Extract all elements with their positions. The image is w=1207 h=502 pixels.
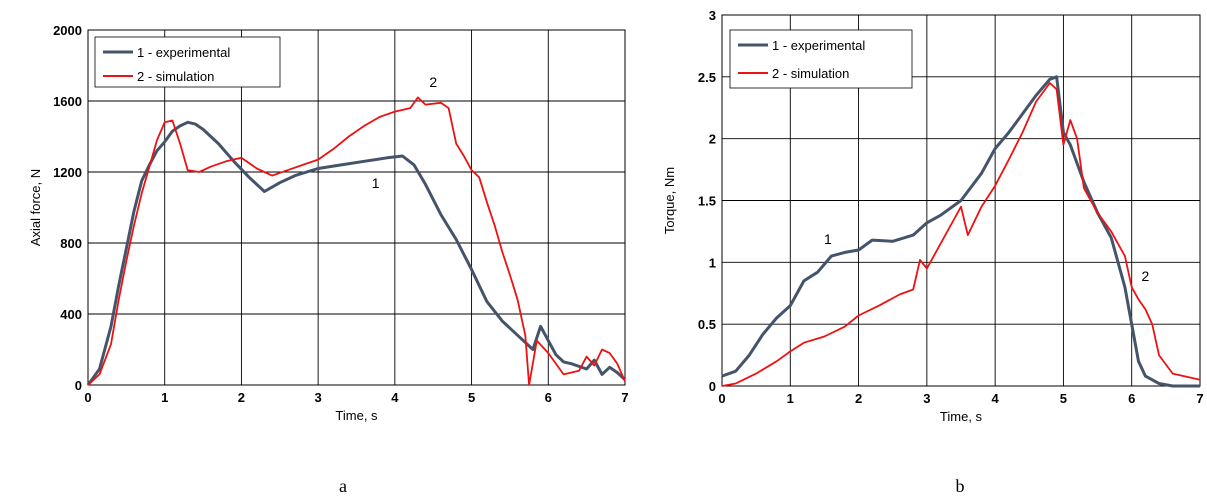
y-tick-label: 1 xyxy=(709,255,716,270)
x-axis-label: Time, s xyxy=(335,408,378,423)
x-tick-label: 3 xyxy=(923,391,930,406)
curve-annotation: 1 xyxy=(372,175,380,191)
x-tick-label: 7 xyxy=(621,390,628,405)
x-tick-label: 5 xyxy=(468,390,475,405)
x-tick-label: 2 xyxy=(855,391,862,406)
legend: 1 - experimental 2 - simulation xyxy=(729,29,913,89)
plot-frame xyxy=(721,14,1201,387)
y-axis-label: Torque, Nm xyxy=(662,167,677,234)
y-tick-label: 3 xyxy=(709,8,716,23)
y-tick-label: 1200 xyxy=(53,165,82,180)
panel-caption: a xyxy=(339,476,347,496)
panel-caption: b xyxy=(956,476,965,496)
x-tick-label: 6 xyxy=(545,390,552,405)
y-tick-label: 2.5 xyxy=(698,70,716,85)
y-tick-label: 0 xyxy=(709,379,716,394)
series-line-1 xyxy=(86,120,627,386)
legend: 1 - experimental 2 - simulation xyxy=(94,36,281,88)
x-tick-label: 4 xyxy=(992,391,1000,406)
y-tick-label: 400 xyxy=(60,307,82,322)
y-tick-label: 0.5 xyxy=(698,317,716,332)
y-tick-label: 2 xyxy=(709,132,716,147)
legend-box xyxy=(94,36,281,88)
legend-box xyxy=(729,29,913,89)
x-tick-label: 1 xyxy=(161,390,168,405)
x-tick-label: 7 xyxy=(1196,391,1203,406)
x-tick-label: 4 xyxy=(391,390,399,405)
x-tick-label: 3 xyxy=(315,390,322,405)
curve-annotation: 1 xyxy=(824,231,832,247)
y-tick-label: 0 xyxy=(75,378,82,393)
y-tick-label: 1.5 xyxy=(698,194,716,209)
curve-annotation: 2 xyxy=(1141,268,1149,284)
chart-b: 0 1 2 3 4 5 6 7 0 0.5 1 1.5 2 2.5 3 Time, s Torque, Nm 1 2… xyxy=(662,8,1204,496)
series-line-2 xyxy=(87,96,626,386)
x-tick-label: 0 xyxy=(718,391,725,406)
x-tick-label: 5 xyxy=(1060,391,1067,406)
x-axis-label: Time, s xyxy=(940,409,983,424)
series-line-2 xyxy=(721,82,1201,387)
series-line-1 xyxy=(721,75,1200,388)
curve-annotation: 2 xyxy=(429,74,437,90)
y-tick-label: 1600 xyxy=(53,94,82,109)
chart-a: 0 1 2 3 4 5 6 7 0 400 800 1200 1600 2000 Time, s Axial … xyxy=(28,23,629,496)
legend-entry: 1 - experimental xyxy=(137,45,230,60)
legend-entry: 1 - experimental xyxy=(772,38,865,53)
x-tick-label: 6 xyxy=(1128,391,1135,406)
legend-entry: 2 - simulation xyxy=(772,66,849,81)
y-axis-label: Axial force, N xyxy=(28,169,43,246)
x-tick-label: 1 xyxy=(787,391,794,406)
y-tick-label: 800 xyxy=(60,236,82,251)
x-tick-label: 0 xyxy=(84,390,91,405)
plot-frame xyxy=(87,29,626,386)
legend-entry: 2 - simulation xyxy=(137,69,214,84)
x-tick-label: 2 xyxy=(238,390,245,405)
y-tick-label: 2000 xyxy=(53,23,82,38)
